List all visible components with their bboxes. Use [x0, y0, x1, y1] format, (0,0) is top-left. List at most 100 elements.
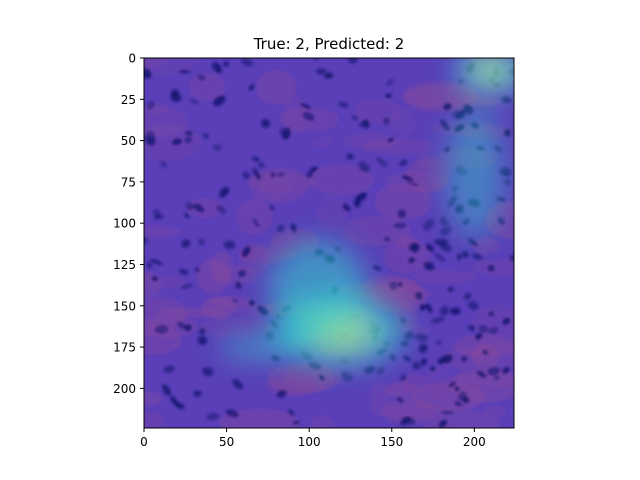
nucleus-mark: [403, 355, 411, 362]
x-tick-label: 200: [463, 435, 486, 449]
nucleus-mark: [396, 396, 404, 404]
nucleus-mark: [423, 261, 435, 271]
nucleus-mark: [241, 58, 254, 67]
nucleus-mark: [406, 181, 419, 187]
nucleus-mark: [470, 324, 476, 332]
nucleus-mark: [144, 68, 152, 79]
nucleus-mark: [146, 101, 156, 110]
tissue-blob: [470, 341, 514, 368]
nucleus-mark: [467, 301, 479, 311]
nucleus-mark: [171, 138, 183, 146]
tissue-blob: [404, 84, 480, 109]
nucleus-mark: [212, 144, 222, 151]
nucleus-mark: [440, 119, 450, 131]
nucleus-mark: [257, 305, 269, 316]
tissue-blob: [201, 296, 237, 320]
nucleus-mark: [397, 209, 407, 219]
tissue-blob: [471, 305, 514, 338]
nucleus-mark: [362, 119, 370, 129]
x-tick-label: 0: [140, 435, 148, 449]
tissue-blob: [472, 258, 514, 276]
tissue-blob: [219, 408, 300, 428]
nucleus-mark: [150, 259, 163, 265]
nucleus-mark: [386, 79, 394, 86]
nucleus-mark: [383, 236, 391, 242]
nucleus-mark: [242, 171, 251, 180]
nucleus-mark: [388, 281, 398, 291]
y-tick-label: 75: [121, 175, 136, 189]
nucleus-mark: [447, 286, 454, 292]
nucleus-mark: [449, 307, 461, 315]
nucleus-mark: [385, 93, 392, 99]
tissue-blob: [310, 136, 334, 148]
nucleus-mark: [400, 340, 409, 347]
nucleus-mark: [468, 238, 479, 247]
chart-title: True: 2, Predicted: 2: [253, 35, 405, 53]
nucleus-mark: [179, 269, 189, 275]
y-tick-label: 50: [121, 134, 136, 148]
nucleus-mark: [497, 216, 506, 226]
tissue-blob: [342, 215, 412, 247]
nucleus-mark: [422, 219, 435, 231]
nucleus-mark: [288, 409, 295, 417]
tissue-blob: [144, 411, 165, 428]
nucleus-mark: [170, 89, 180, 99]
nucleus-mark: [348, 58, 358, 64]
nucleus-mark: [202, 132, 209, 139]
nucleus-mark: [184, 213, 190, 218]
nucleus-mark: [504, 178, 511, 186]
nucleus-mark: [461, 251, 469, 258]
nucleus-mark: [202, 367, 214, 376]
nucleus-mark: [237, 269, 247, 278]
nucleus-mark: [457, 391, 468, 401]
nucleus-mark: [487, 264, 496, 272]
nucleus-mark: [252, 168, 262, 181]
x-tick-label: 150: [380, 435, 403, 449]
nucleus-mark: [502, 317, 511, 326]
nucleus-mark: [355, 192, 367, 202]
tissue-blob: [453, 370, 514, 389]
nucleus-mark: [477, 324, 489, 334]
activation-region: [444, 107, 505, 240]
nucleus-mark: [425, 243, 435, 252]
nucleus-mark: [193, 203, 205, 213]
nucleus-mark: [493, 375, 500, 381]
nucleus-mark: [196, 74, 206, 81]
nucleus-mark: [414, 291, 423, 300]
nucleus-mark: [408, 256, 416, 264]
nucleus-mark: [184, 136, 193, 144]
nucleus-mark: [241, 245, 251, 258]
tissue-blob: [144, 224, 182, 239]
nucleus-mark: [441, 410, 455, 415]
nucleus-mark: [292, 420, 300, 425]
y-tick-label: 100: [113, 217, 136, 231]
nucleus-mark: [146, 261, 152, 269]
nucleus-mark: [276, 389, 287, 398]
y-tick-label: 175: [113, 341, 136, 355]
nucleus-mark: [358, 161, 370, 173]
nucleus-mark: [163, 365, 175, 373]
nucleus-mark: [439, 242, 452, 252]
nucleus-mark: [291, 225, 297, 234]
nucleus-mark: [174, 402, 185, 410]
nucleus-mark: [189, 98, 199, 104]
nucleus-mark: [434, 252, 445, 262]
x-tick-label: 100: [298, 435, 321, 449]
nucleus-mark: [194, 267, 201, 273]
x-axis: 0 50 100 150 200: [140, 428, 486, 449]
tissue-blob: [385, 382, 416, 399]
nucleus-mark: [474, 332, 483, 340]
nucleus-mark: [436, 340, 442, 345]
nucleus-mark: [338, 101, 349, 108]
nucleus-mark: [342, 203, 351, 212]
y-tick-label: 25: [121, 93, 136, 107]
nucleus-mark: [471, 253, 483, 261]
nucleus-mark: [234, 281, 242, 289]
tissue-blob: [309, 414, 335, 428]
nucleus-mark: [425, 303, 433, 313]
nucleus-mark: [232, 298, 238, 303]
nucleus-mark: [454, 401, 463, 407]
x-tick-label: 50: [219, 435, 234, 449]
nucleus-mark: [248, 84, 255, 91]
nucleus-mark: [340, 371, 353, 382]
